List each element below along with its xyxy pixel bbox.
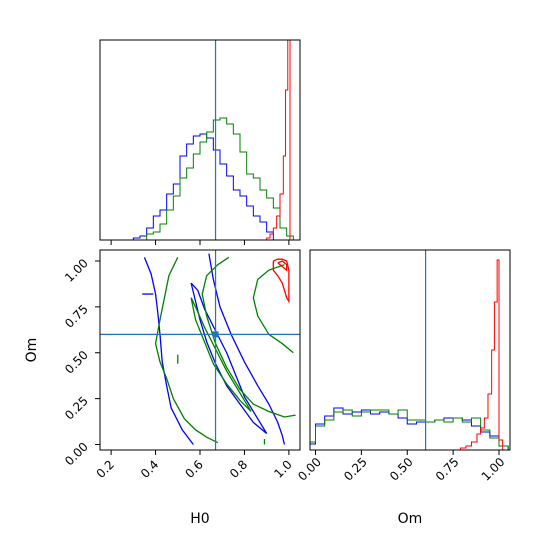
x-tick-label: 0.25 xyxy=(341,455,370,484)
hist-series-2 xyxy=(266,39,291,240)
panel-frame xyxy=(99,39,301,241)
contour-line-6 xyxy=(252,264,294,354)
panel-om-marginal: 0.00 0.25 0.50 0.75 1.00 xyxy=(295,249,511,484)
y-tick-label: 0.75 xyxy=(62,302,91,331)
om-hist-series-layer xyxy=(309,259,509,450)
x-axis-label-om: Om xyxy=(398,511,423,527)
x-tick-label: 0.4 xyxy=(138,457,161,480)
x-tick-label: 0.2 xyxy=(94,457,117,480)
x-tick-label: 0.00 xyxy=(295,455,324,484)
contour-y-ticks: 0.00 0.25 0.50 0.75 1.00 xyxy=(62,256,100,468)
panel-frame xyxy=(309,249,511,451)
x-tick-label: 0.8 xyxy=(227,457,250,480)
y-axis-label-om: Om xyxy=(24,338,40,363)
y-tick-label: 1.00 xyxy=(62,256,91,285)
x-tick-label: 0.6 xyxy=(182,457,205,480)
x-tick-label: 1.00 xyxy=(479,455,508,484)
contour-line-1 xyxy=(208,253,286,445)
hist-series-0 xyxy=(132,133,274,240)
y-tick-label: 0.00 xyxy=(62,440,91,469)
truth-marker xyxy=(212,331,219,338)
h0-hist-series-layer xyxy=(132,39,294,240)
h0-marginal-x-ticks xyxy=(110,240,290,245)
x-axis-label-h0: H0 xyxy=(190,511,209,527)
hist-series-0 xyxy=(309,407,509,450)
hist-series-2 xyxy=(459,259,504,450)
contour-layer xyxy=(142,253,296,445)
contour-x-ticks: 0.2 0.4 0.6 0.8 1.0 xyxy=(94,450,295,481)
contour-line-11 xyxy=(277,260,288,272)
y-tick-label: 0.50 xyxy=(62,348,91,377)
y-tick-label: 0.25 xyxy=(62,394,91,423)
contour-line-7 xyxy=(190,297,252,412)
om-marginal-x-ticks: 0.00 0.25 0.50 0.75 1.00 xyxy=(295,450,508,484)
contour-line-4 xyxy=(154,257,219,444)
panel-h0-marginal xyxy=(99,39,301,245)
hist-series-1 xyxy=(146,117,294,240)
contour-line-5 xyxy=(201,256,296,418)
panel-frame xyxy=(99,249,301,451)
panel-h0-om-contour: 0.2 0.4 0.6 0.8 1.0 0.00 0.25 0.50 0.75 1.00 xyxy=(62,249,301,481)
contour-line-10 xyxy=(272,258,290,304)
x-tick-label: 1.0 xyxy=(271,457,294,480)
x-tick-label: 0.50 xyxy=(387,455,416,484)
contour-line-0 xyxy=(143,257,194,445)
hist-series-1 xyxy=(309,409,509,450)
x-tick-label: 0.75 xyxy=(433,455,462,484)
